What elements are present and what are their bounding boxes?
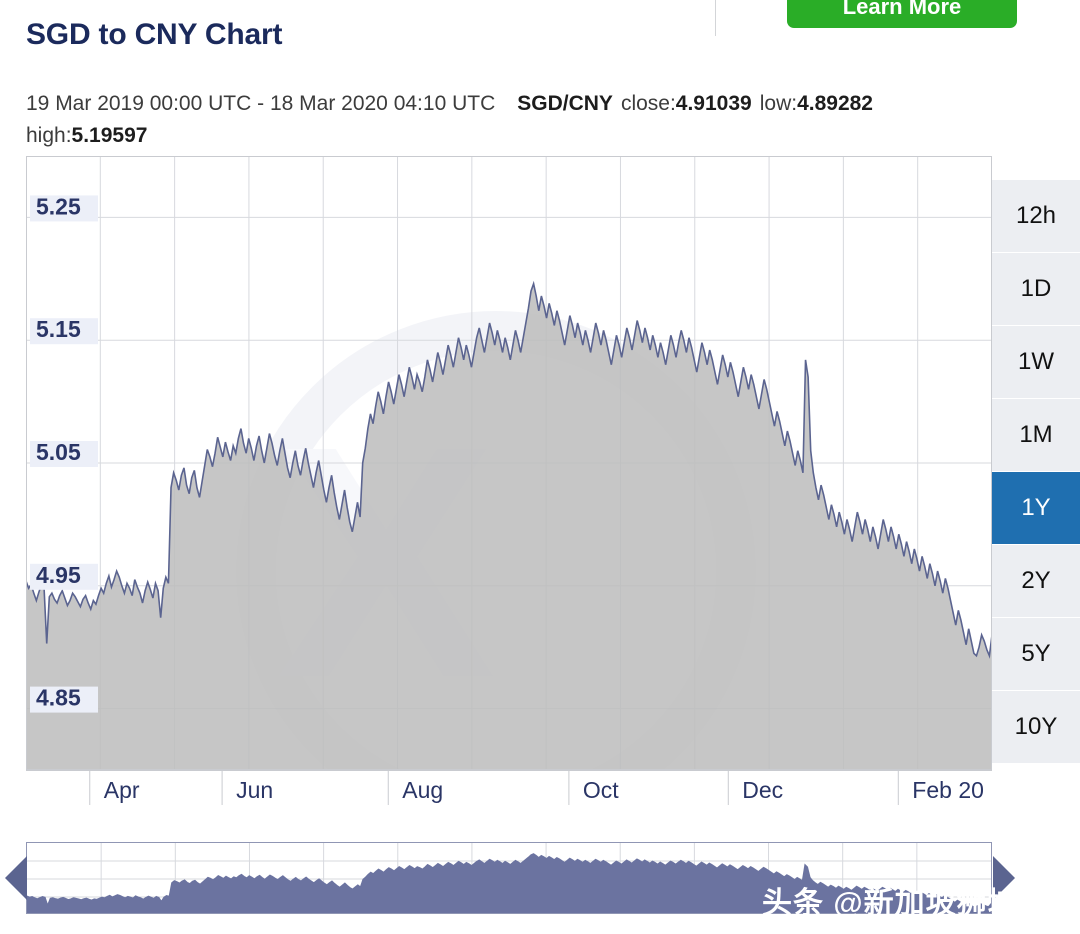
svg-text:5.05: 5.05	[36, 439, 81, 465]
chart-area-fill	[26, 283, 992, 770]
chart-x-axis: Apr Jun Aug Oct Dec Feb 20	[26, 770, 992, 816]
chart-border	[26, 156, 992, 770]
close-label: close:	[620, 92, 676, 115]
high-value: 5.19597	[71, 124, 148, 147]
page-title: SGD to CNY Chart	[26, 18, 283, 51]
watermark-text: 头条 @新加坡狮城椰子	[762, 887, 1080, 920]
range-button-1y[interactable]: 1Y	[992, 472, 1080, 544]
svg-text:Apr: Apr	[104, 777, 140, 803]
range-button-2y[interactable]: 2Y	[992, 545, 1080, 617]
svg-text:Dec: Dec	[742, 777, 783, 803]
navigator-left-handle[interactable]	[3, 842, 29, 914]
chart-line	[26, 280, 992, 659]
chart-summary-line: 19 Mar 2019 00:00 UTC - 18 Mar 2020 04:1…	[26, 88, 1056, 152]
range-button-12h[interactable]: 12h	[992, 180, 1080, 252]
svg-text:5.25: 5.25	[36, 193, 81, 219]
svg-text:Aug: Aug	[402, 777, 443, 803]
svg-text:4.85: 4.85	[36, 685, 81, 711]
chart-date-range: 19 Mar 2019 00:00 UTC - 18 Mar 2020 04:1…	[26, 92, 496, 115]
low-label: low:	[759, 92, 798, 115]
low-value: 4.89282	[797, 92, 873, 115]
chart-navigator[interactable]	[26, 842, 992, 914]
high-label: high:	[26, 124, 72, 147]
price-chart[interactable]: X 5.255.155.054.954.85	[26, 156, 992, 770]
right-arrow-handle-icon	[993, 856, 1015, 900]
price-chart-svg: X 5.255.155.054.954.85	[26, 156, 992, 770]
range-button-5y[interactable]: 5Y	[992, 618, 1080, 690]
learn-more-button[interactable]: Learn More	[787, 0, 1017, 28]
navigator-area-fill	[27, 853, 991, 913]
range-button-1m[interactable]: 1M	[992, 399, 1080, 471]
svg-text:4.95: 4.95	[36, 562, 81, 588]
chart-y-axis-labels: 5.25 5.15 5.05 4.95 4.85	[30, 193, 98, 713]
range-button-1w[interactable]: 1W	[992, 326, 1080, 398]
svg-text:Oct: Oct	[583, 777, 619, 803]
promo-divider	[715, 0, 716, 36]
navigator-right-handle[interactable]	[991, 842, 1017, 914]
svg-text:5.15: 5.15	[36, 316, 81, 342]
svg-text:Jun: Jun	[236, 777, 273, 803]
close-value: 4.91039	[675, 92, 752, 115]
range-button-10y[interactable]: 10Y	[992, 691, 1080, 763]
currency-pair-label: SGD/CNY	[517, 92, 613, 115]
svg-text:Feb 20: Feb 20	[912, 777, 984, 803]
range-button-1d[interactable]: 1D	[992, 253, 1080, 325]
chart-x-axis-svg: Apr Jun Aug Oct Dec Feb 20	[89, 771, 984, 805]
chart-navigator-svg	[27, 843, 991, 913]
time-range-selector[interactable]: 12h 1D 1W 1M 1Y 2Y 5Y 10Y	[992, 180, 1080, 764]
left-arrow-handle-icon	[5, 856, 27, 900]
